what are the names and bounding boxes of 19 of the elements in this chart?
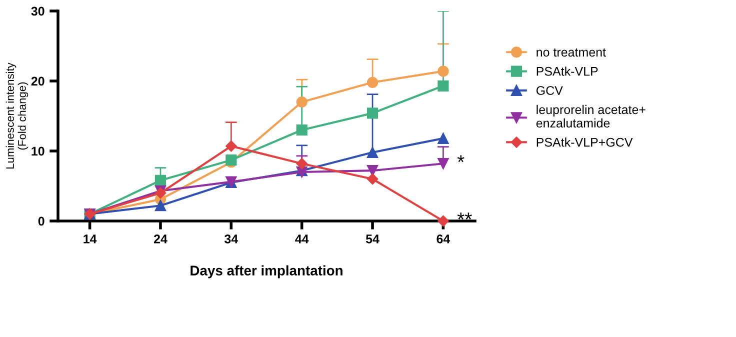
y-tick-label: 30 xyxy=(31,6,44,16)
y-tick-label: 10 xyxy=(32,146,44,156)
legend-label: PSAtk-VLP xyxy=(536,66,598,76)
x-tick-label: 44 xyxy=(295,234,309,244)
legend-label: GCV xyxy=(536,86,563,95)
x-tick-label: 54 xyxy=(366,234,380,244)
annotation: ** xyxy=(457,212,472,220)
y-tick-label: 20 xyxy=(31,76,44,86)
legend-label: PSAtk-VLP+GCV xyxy=(536,138,633,147)
x-tick-label: 14 xyxy=(84,234,97,244)
y-tick-label: 0 xyxy=(38,216,44,226)
x-tick-label: 64 xyxy=(436,234,450,244)
x-tick-label: 24 xyxy=(154,234,168,244)
legend-label: no treatment xyxy=(536,48,606,57)
legend-label: leuprorelin acetate+ enzalutamide xyxy=(536,104,646,128)
x-tick-label: 34 xyxy=(224,234,238,244)
annotation: * xyxy=(457,155,464,162)
y-axis-title: Luminescent intensity (Fold change) xyxy=(6,62,28,169)
x-axis-title: Days after implantation xyxy=(190,265,342,278)
